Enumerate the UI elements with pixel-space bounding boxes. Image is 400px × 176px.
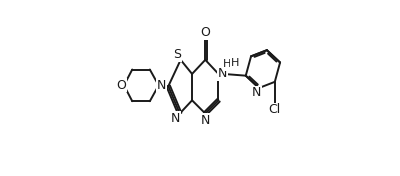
Text: H: H [225, 61, 233, 70]
Text: N: N [200, 114, 210, 127]
Text: H: H [230, 58, 239, 68]
Text: N: N [171, 112, 180, 125]
Text: S: S [173, 48, 181, 61]
Text: O: O [116, 79, 126, 92]
Text: H: H [223, 59, 231, 69]
Text: H: H [225, 61, 233, 70]
Text: N: N [156, 79, 166, 92]
Text: N: N [252, 86, 262, 99]
Text: N: N [218, 67, 227, 80]
Text: O: O [200, 26, 210, 39]
Text: Cl: Cl [269, 103, 281, 116]
